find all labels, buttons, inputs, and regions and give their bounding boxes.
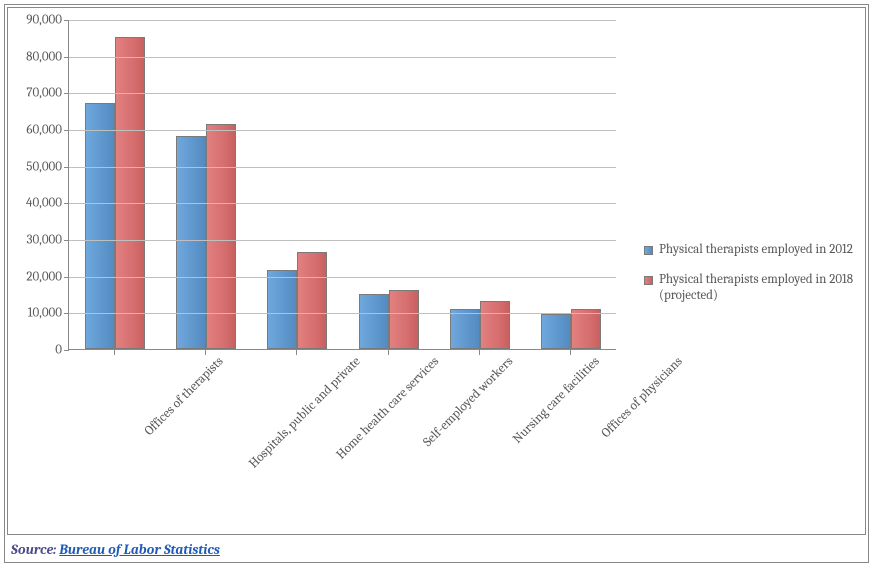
y-tick-label: 0	[55, 343, 62, 358]
x-category-label: Offices of therapists	[141, 354, 226, 439]
y-tick-label: 10,000	[28, 306, 62, 321]
y-tick-label: 30,000	[26, 233, 62, 248]
legend-swatch-2018	[644, 276, 653, 285]
x-tickmark	[570, 350, 571, 355]
x-tickmark	[388, 350, 389, 355]
legend-label-2012: Physical therapists employed in 2012	[659, 242, 853, 258]
chart-panel: 0 10,000 20,000 30,000 40,000 50,000 60,000 70,…	[7, 7, 866, 535]
x-axis: Offices of therapistsHospitals, public a…	[68, 350, 616, 520]
legend-item-2012: Physical therapists employed in 2012	[644, 242, 856, 258]
gridline	[69, 240, 616, 241]
gridline	[69, 130, 616, 131]
y-tick-label: 50,000	[26, 159, 62, 174]
chart-left: 0 10,000 20,000 30,000 40,000 50,000 60,000 70,…	[16, 20, 636, 526]
gridline	[69, 313, 616, 314]
y-tick-label: 80,000	[26, 49, 62, 64]
y-tick-label: 70,000	[26, 86, 62, 101]
gridline	[69, 93, 616, 94]
gridline	[69, 20, 616, 21]
figure-container: 0 10,000 20,000 30,000 40,000 50,000 60,000 70,…	[4, 4, 869, 563]
bar-2012	[450, 309, 480, 349]
x-category-label: Nursing care facilities	[510, 354, 603, 447]
bar-2018	[297, 252, 327, 349]
legend-label-2018: Physical therapists employed in 2018 (pr…	[659, 272, 856, 305]
x-tickmark	[296, 350, 297, 355]
y-tick-label: 20,000	[26, 269, 62, 284]
y-tick-label: 40,000	[26, 196, 62, 211]
legend-item-2018: Physical therapists employed in 2018 (pr…	[644, 272, 856, 305]
bar-2012	[176, 136, 206, 349]
source-line: Source: Bureau of Labor Statistics	[5, 537, 868, 562]
gridline	[69, 167, 616, 168]
bar-2012	[359, 294, 389, 349]
y-axis: 010,00020,00030,00040,00050,00060,00070,…	[16, 20, 68, 350]
bars-layer	[69, 20, 616, 349]
bar-2018	[480, 301, 510, 349]
bar-2012	[541, 314, 571, 349]
source-prefix: Source:	[11, 541, 56, 558]
plot-area	[68, 20, 616, 350]
plot-row: 010,00020,00030,00040,00050,00060,00070,…	[16, 20, 636, 350]
bar-2018	[206, 124, 236, 350]
x-tickmark	[479, 350, 480, 355]
bar-2012	[267, 270, 297, 349]
source-link[interactable]: Bureau of Labor Statistics	[59, 541, 220, 558]
x-tickmark	[114, 350, 115, 355]
gridline	[69, 203, 616, 204]
bar-2012	[85, 103, 115, 349]
y-tick-label: 90,000	[26, 13, 62, 28]
x-tickmark	[205, 350, 206, 355]
legend-swatch-2012	[644, 246, 653, 255]
bar-2018	[571, 309, 601, 349]
bar-2018	[389, 290, 419, 349]
gridline	[69, 277, 616, 278]
y-tick-label: 60,000	[26, 123, 62, 138]
bar-2018	[115, 37, 145, 349]
gridline	[69, 57, 616, 58]
legend: Physical therapists employed in 2012 Phy…	[636, 20, 856, 526]
